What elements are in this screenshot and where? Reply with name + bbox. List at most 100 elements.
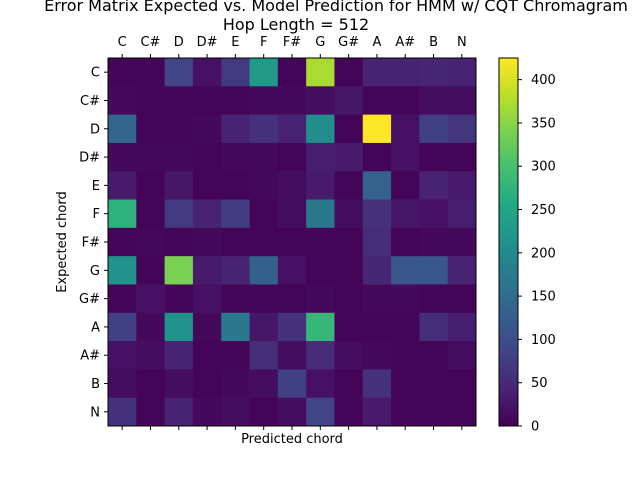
colorbar-gradient-segment	[499, 275, 518, 280]
heatmap-cell	[334, 312, 364, 342]
heatmap-cell	[391, 58, 420, 87]
colorbar-gradient-segment	[499, 416, 518, 421]
colorbar-gradient-segment	[499, 85, 518, 90]
heatmap-cell	[221, 369, 250, 399]
colorbar-gradient-segment	[499, 260, 518, 264]
heatmap-cell	[108, 58, 137, 87]
colorbar-gradient-segment	[499, 100, 518, 105]
heatmap-cell	[447, 369, 477, 399]
heatmap-cell	[362, 341, 392, 370]
colorbar-gradient-segment	[499, 288, 518, 292]
colorbar-gradient-segment	[499, 97, 518, 102]
heatmap-cell	[221, 227, 250, 257]
heatmap-cell	[391, 312, 420, 342]
heatmap-cell	[334, 142, 364, 172]
heatmap-cell	[108, 369, 137, 399]
heatmap-cell	[192, 341, 222, 370]
heatmap-cell	[136, 341, 166, 370]
colorbar-gradient-segment	[499, 168, 518, 172]
colorbar-gradient-segment	[499, 324, 518, 329]
x-tick-label: F	[260, 35, 267, 50]
colorbar-tick-label: 350	[531, 116, 556, 131]
y-tick-label: A	[91, 320, 100, 335]
colorbar-frame	[498, 57, 519, 427]
heatmap-cell	[362, 58, 392, 87]
heatmap-cell	[447, 312, 477, 342]
colorbar-gradient-segment	[499, 192, 518, 197]
heatmap-cell	[419, 171, 449, 200]
heatmap-cell	[221, 114, 250, 144]
heatmap-cell	[362, 171, 392, 200]
colorbar-gradient-segment	[499, 300, 518, 304]
colorbar-gradient-segment	[499, 205, 518, 209]
colorbar-gradient-segment	[499, 211, 518, 215]
colorbar-gradient-segment	[499, 232, 518, 237]
heatmap-cell	[108, 227, 137, 257]
colorbar-gradient-segment	[499, 349, 518, 353]
heatmap-cell	[136, 369, 166, 399]
heatmap-cell	[419, 341, 449, 370]
heatmap-cell	[419, 199, 449, 229]
heatmap-cell	[164, 171, 194, 200]
colorbar-gradient-segment	[499, 58, 518, 62]
heatmap-cell	[447, 58, 477, 87]
heatmap-cell	[249, 397, 279, 427]
heatmap-cell	[391, 199, 420, 229]
heatmap-cell	[164, 114, 194, 144]
heatmap-cell	[249, 256, 279, 285]
heatmap-cell	[334, 114, 364, 144]
colorbar-gradient-segment	[499, 146, 518, 151]
colorbar: 0 50 100 150 200 250 300 350 400	[498, 57, 556, 435]
heatmap-cell	[192, 171, 222, 200]
heatmap-cell	[277, 341, 307, 370]
heatmap-cell	[334, 256, 364, 285]
heatmap-cell	[108, 142, 137, 172]
x-tick-label: G#	[338, 35, 359, 50]
y-axis-label: Expected chord	[55, 191, 70, 293]
y-tick-label: G#	[79, 292, 100, 307]
colorbar-gradient-segment	[499, 113, 518, 117]
x-tick-label: A	[372, 35, 381, 50]
colorbar-gradient-segment	[499, 125, 518, 130]
heatmap-cell	[362, 227, 392, 257]
colorbar-tick-label: 0	[531, 420, 539, 435]
colorbar-gradient-segment	[499, 407, 518, 412]
colorbar-gradient-segment	[499, 386, 518, 390]
x-tick-label: A#	[395, 35, 415, 50]
colorbar-gradient-segment	[499, 410, 518, 415]
colorbar-gradient-segment	[499, 119, 518, 123]
x-tick-label: D#	[197, 35, 218, 50]
colorbar-gradient-segment	[499, 419, 518, 424]
colorbar-tick-label: 200	[531, 246, 556, 261]
colorbar-gradient-segment	[499, 383, 518, 387]
x-tick-label: C	[118, 35, 127, 50]
colorbar-gradient-segment	[499, 229, 518, 234]
heatmap-cell	[362, 369, 392, 399]
heatmap-cell	[277, 142, 307, 172]
heatmap-cell	[249, 369, 279, 399]
heatmap-cell	[334, 341, 364, 370]
colorbar-gradient-segment	[499, 337, 518, 341]
heatmap-cell	[362, 312, 392, 342]
heatmap-cell	[419, 397, 449, 427]
heatmap-cell	[136, 284, 166, 314]
heatmap-cell	[249, 114, 279, 144]
heatmap-cell	[306, 397, 335, 427]
y-tick-label: E	[92, 179, 100, 194]
heatmap-cell	[306, 256, 335, 285]
colorbar-gradient-segment	[499, 122, 518, 126]
colorbar-gradient-segment	[499, 251, 518, 255]
heatmap-cell	[391, 142, 420, 172]
colorbar-gradient-segment	[499, 346, 518, 350]
heatmap-cell	[164, 284, 194, 314]
heatmap-cell	[334, 369, 364, 399]
y-tick-label: F	[93, 207, 100, 222]
heatmap-cell	[221, 171, 250, 200]
heatmap-cell	[249, 312, 279, 342]
colorbar-gradient-segment	[499, 128, 518, 133]
heatmap-cell	[306, 171, 335, 200]
y-tick-label: B	[91, 377, 100, 392]
heatmap-cell	[277, 199, 307, 229]
heatmap-cell	[164, 341, 194, 370]
colorbar-gradient-segment	[499, 70, 518, 74]
